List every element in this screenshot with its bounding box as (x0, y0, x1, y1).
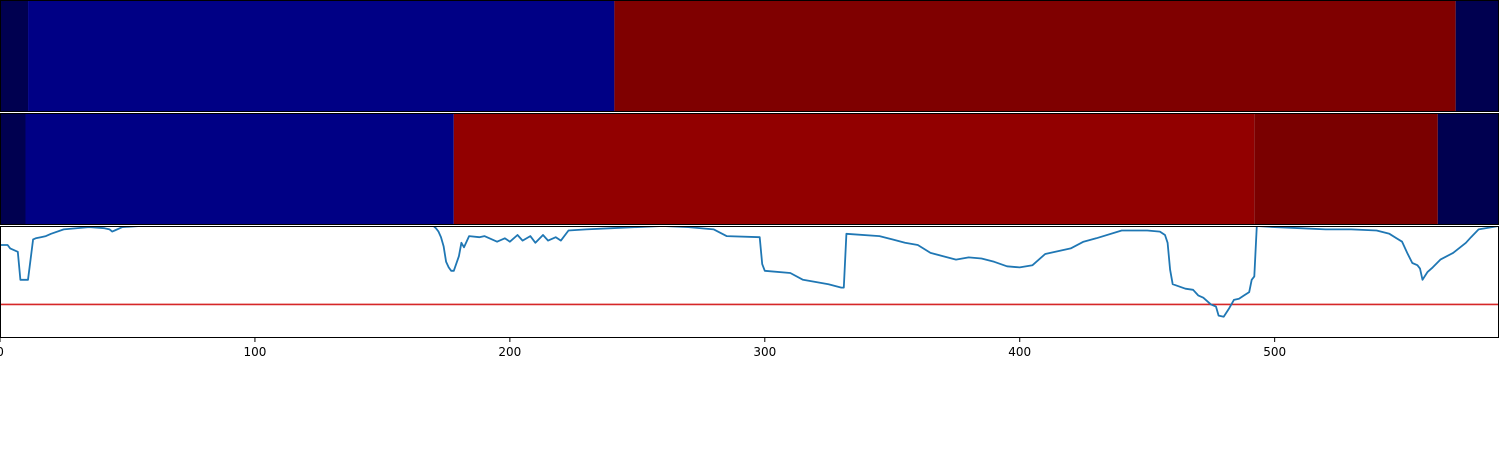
x-tick-label-300: 300 (753, 345, 776, 359)
heatmap-middle-segment-2 (453, 113, 1255, 225)
heatmap-top-segment-1 (28, 0, 615, 112)
x-tick-label-200: 200 (498, 345, 521, 359)
series-line-0 (0, 226, 1499, 318)
heatmap-middle-segment-3 (1254, 113, 1438, 225)
line-panel (0, 226, 1499, 338)
heatmap-middle-segment-4 (1437, 113, 1499, 225)
line-panel-background (0, 226, 1499, 338)
heatmap-top-segment-2 (614, 0, 1456, 112)
line-panel-frame (0, 226, 1499, 338)
heatmap-panel-middle (0, 113, 1499, 225)
x-tick-label-0: 0 (0, 345, 4, 359)
heatmap-middle-segment-0 (0, 113, 26, 225)
x-tick-label-100: 100 (243, 345, 266, 359)
x-tick-label-500: 500 (1263, 345, 1286, 359)
heatmap-middle-segment-1 (25, 113, 454, 225)
heatmap-panel-top (0, 0, 1499, 112)
heatmap-top-segment-0 (0, 0, 29, 112)
x-axis: 0 100 200 300 400 500 (0, 338, 1286, 359)
x-tick-label-400: 400 (1008, 345, 1031, 359)
heatmap-top-frame (0, 0, 1499, 112)
heatmap-middle-frame (0, 113, 1499, 225)
heatmap-top-segment-3 (1455, 0, 1499, 112)
